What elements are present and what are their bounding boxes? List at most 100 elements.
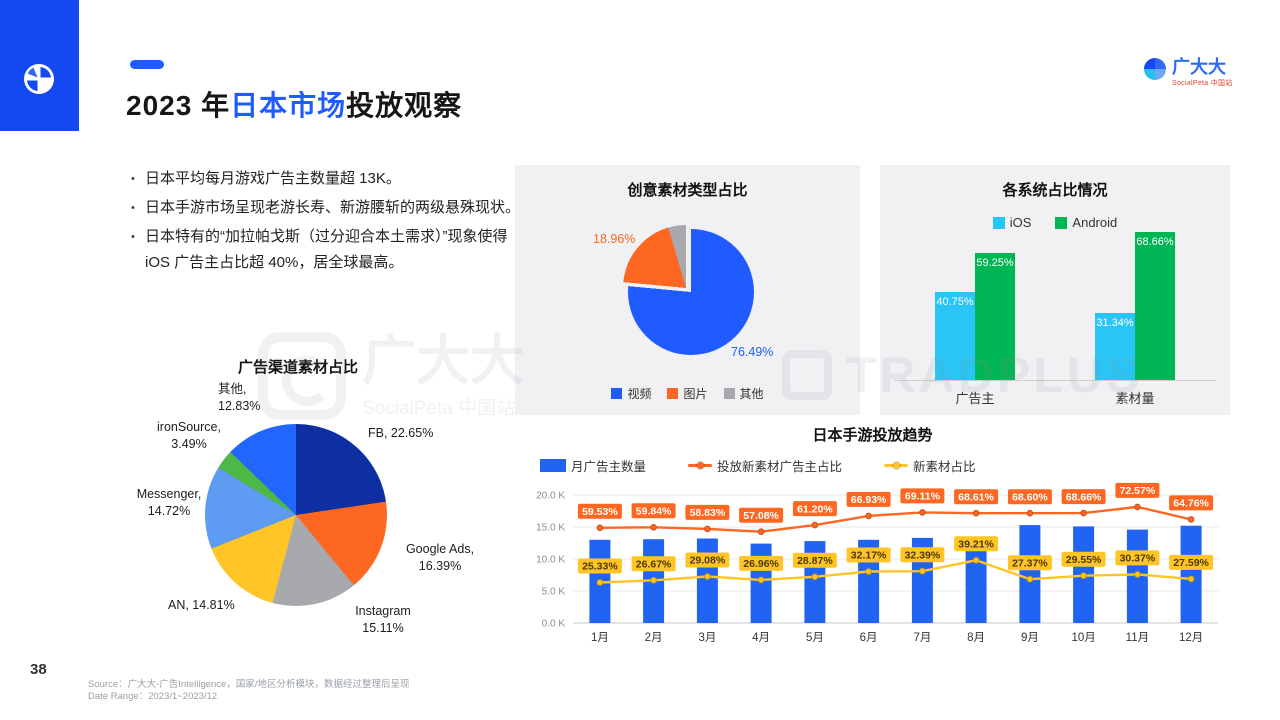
svg-text:59.53%: 59.53% <box>582 506 618 518</box>
trend-line-新素材占比 <box>599 559 1192 584</box>
watermark-sub: SocialPeta 中国站 <box>362 397 516 419</box>
trend-point-icon <box>811 573 819 581</box>
trend-label-2月-投放新素材广告主占比: 59.84% <box>631 503 676 519</box>
svg-text:27.37%: 27.37% <box>1012 557 1048 569</box>
os-share-plot: 40.75% 59.25% 31.34% 68.66% <box>880 165 1230 380</box>
trend-point-icon <box>919 567 926 575</box>
trend-label-6月-投放新素材广告主占比: 66.93% <box>846 491 891 507</box>
source-line: Source：广大大-广告Intelligence，国家/地区分析模块，数据经过… <box>88 679 410 690</box>
y-axis-label: 0.0 K <box>542 619 566 630</box>
trend-point-icon <box>1187 575 1195 583</box>
date-range-line: Date Range：2023/1~2023/12 <box>88 691 218 702</box>
svg-text:39.21%: 39.21% <box>958 539 994 551</box>
trend-label-1月-投放新素材广告主占比: 59.53% <box>577 503 622 519</box>
svg-text:66.93%: 66.93% <box>851 494 887 506</box>
os-category-label: 素材量 <box>1115 391 1155 406</box>
page-title: 2023 年日本市场投放观察 <box>126 84 462 124</box>
legend-marker-icon <box>884 462 909 469</box>
svg-text:68.66%: 68.66% <box>1066 491 1102 503</box>
svg-text:32.39%: 32.39% <box>905 549 941 561</box>
legend-item-新素材占比: 新素材占比 <box>884 456 976 475</box>
trend-label-8月-新素材占比: 39.21% <box>954 536 999 552</box>
os-bar-group-广告主: 40.75% 59.25% <box>935 252 1015 380</box>
creative-type-title: 创意素材类型占比 <box>627 182 748 199</box>
trend-bar-3月 <box>696 538 718 623</box>
x-axis-label-12月: 12月 <box>1179 632 1203 644</box>
x-axis-label-1月: 1月 <box>591 632 609 644</box>
bullet-item: 日本特有的“加拉帕戈斯（过分迎合本土需求）”现象使得 iOS 广告主占比超 40… <box>130 224 520 276</box>
svg-text:68.61%: 68.61% <box>958 491 994 503</box>
legend-marker-icon <box>688 462 713 469</box>
bullet-item: 日本平均每月游戏广告主数量超 13K。 <box>130 166 520 192</box>
trend-point-icon <box>757 576 765 584</box>
pie-label-FB: FB, 22.65% <box>368 426 434 440</box>
legend-item-投放新素材广告主占比: 投放新素材广告主占比 <box>688 456 842 475</box>
svg-text:28.87%: 28.87% <box>797 555 833 567</box>
svg-text:30.37%: 30.37% <box>1120 553 1156 565</box>
legend-item-图片: 图片 <box>667 385 708 402</box>
legend-label: 新素材占比 <box>913 460 976 474</box>
creative-type-legend: 视频 图片 其他 <box>515 385 860 402</box>
x-axis-label-9月: 9月 <box>1021 632 1039 644</box>
x-axis-label-10月: 10月 <box>1071 632 1095 644</box>
os-bar-group-素材量: 31.34% 68.66% <box>1095 232 1175 380</box>
legend-item-Android: Android <box>1055 215 1117 230</box>
trend-point-icon <box>811 521 819 529</box>
legend-swatch-icon <box>992 216 1005 229</box>
os-bar-iOS-广告主: 40.75% <box>935 292 975 380</box>
channel-pie <box>205 424 387 606</box>
legend-item-视频: 视频 <box>611 385 651 402</box>
trend-label-11月-投放新素材广告主占比: 72.57% <box>1115 482 1160 498</box>
x-axis-label-6月: 6月 <box>860 632 878 644</box>
trend-label-5月-新素材占比: 28.87% <box>792 552 837 568</box>
x-axis-label-11月: 11月 <box>1126 632 1149 644</box>
trend-label-9月-新素材占比: 27.37% <box>1007 555 1052 571</box>
svg-text:72.57%: 72.57% <box>1120 485 1156 497</box>
trend-point-icon <box>1026 575 1034 583</box>
y-axis-label: 15.0 K <box>536 523 565 534</box>
os-share-panel: 各系统占比情况 iOS Android 40.75% 59.25% 31.34% 68.… <box>880 165 1230 415</box>
legend-item-月广告主数量: 月广告主数量 <box>540 456 646 475</box>
channel-pie-title: 广告渠道素材占比 <box>238 359 359 376</box>
source-note: Source：广大大-广告Intelligence，国家/地区分析模块，数据经过… <box>88 679 409 703</box>
os-bar-value: 59.25% <box>976 256 1014 269</box>
trend-label-6月-新素材占比: 32.17% <box>846 547 891 563</box>
trend-title: 日本手游投放趋势 <box>812 427 933 444</box>
y-axis-label: 20.0 K <box>536 491 565 502</box>
trend-chart: 20.0 K 15.0 K 10.0 K 5.0 K 0.0 K 1月 2月 3月 4月 5月 6月… <box>536 482 1218 644</box>
os-axis-line <box>894 380 1216 381</box>
trend-label-5月-投放新素材广告主占比: 61.20% <box>792 501 837 517</box>
pie-slice-label-image: 18.96% <box>593 232 636 246</box>
trend-point-icon <box>919 509 926 516</box>
creative-type-pie <box>623 225 754 355</box>
trend-bar-9月 <box>1019 525 1041 623</box>
svg-text:25.33%: 25.33% <box>582 561 618 573</box>
svg-text:26.96%: 26.96% <box>743 558 779 570</box>
trend-label-9月-投放新素材广告主占比: 68.60% <box>1007 489 1052 505</box>
title-accent-dash <box>130 60 164 69</box>
y-axis-label: 10.0 K <box>536 555 565 566</box>
legend-item-其他: 其他 <box>723 385 764 402</box>
sidebar-accent <box>0 0 79 131</box>
os-category-label: 广告主 <box>955 391 995 406</box>
x-axis-label-7月: 7月 <box>913 632 931 644</box>
svg-text:69.11%: 69.11% <box>905 491 941 503</box>
legend-item-iOS: iOS <box>992 215 1031 230</box>
trend-point-icon <box>1134 503 1141 511</box>
pie-slice-label-video: 76.49% <box>731 345 774 359</box>
svg-text:32.17%: 32.17% <box>851 550 887 562</box>
brand-subtitle: SocialPeta 中国站 <box>1172 80 1233 87</box>
trend-label-3月-投放新素材广告主占比: 58.83% <box>685 504 730 520</box>
bullet-list: 日本平均每月游戏广告主数量超 13K。 日本手游市场呈现老游长寿、新游腰斩的两级… <box>130 166 520 279</box>
x-axis-label-5月: 5月 <box>806 632 824 644</box>
trend-point-icon <box>1080 572 1087 579</box>
page-number: 38 <box>30 661 47 678</box>
trend-point-icon <box>1026 509 1034 517</box>
legend-swatch-icon <box>611 388 623 399</box>
x-axis-label-8月: 8月 <box>967 632 985 644</box>
trend-label-12月-投放新素材广告主占比: 64.76% <box>1169 495 1214 511</box>
trend-point-icon <box>596 524 604 532</box>
svg-text:58.83%: 58.83% <box>690 507 726 519</box>
trend-legend: 月广告主数量 投放新素材广告主占比 新素材占比 <box>540 456 976 475</box>
trend-point-icon <box>704 573 711 580</box>
